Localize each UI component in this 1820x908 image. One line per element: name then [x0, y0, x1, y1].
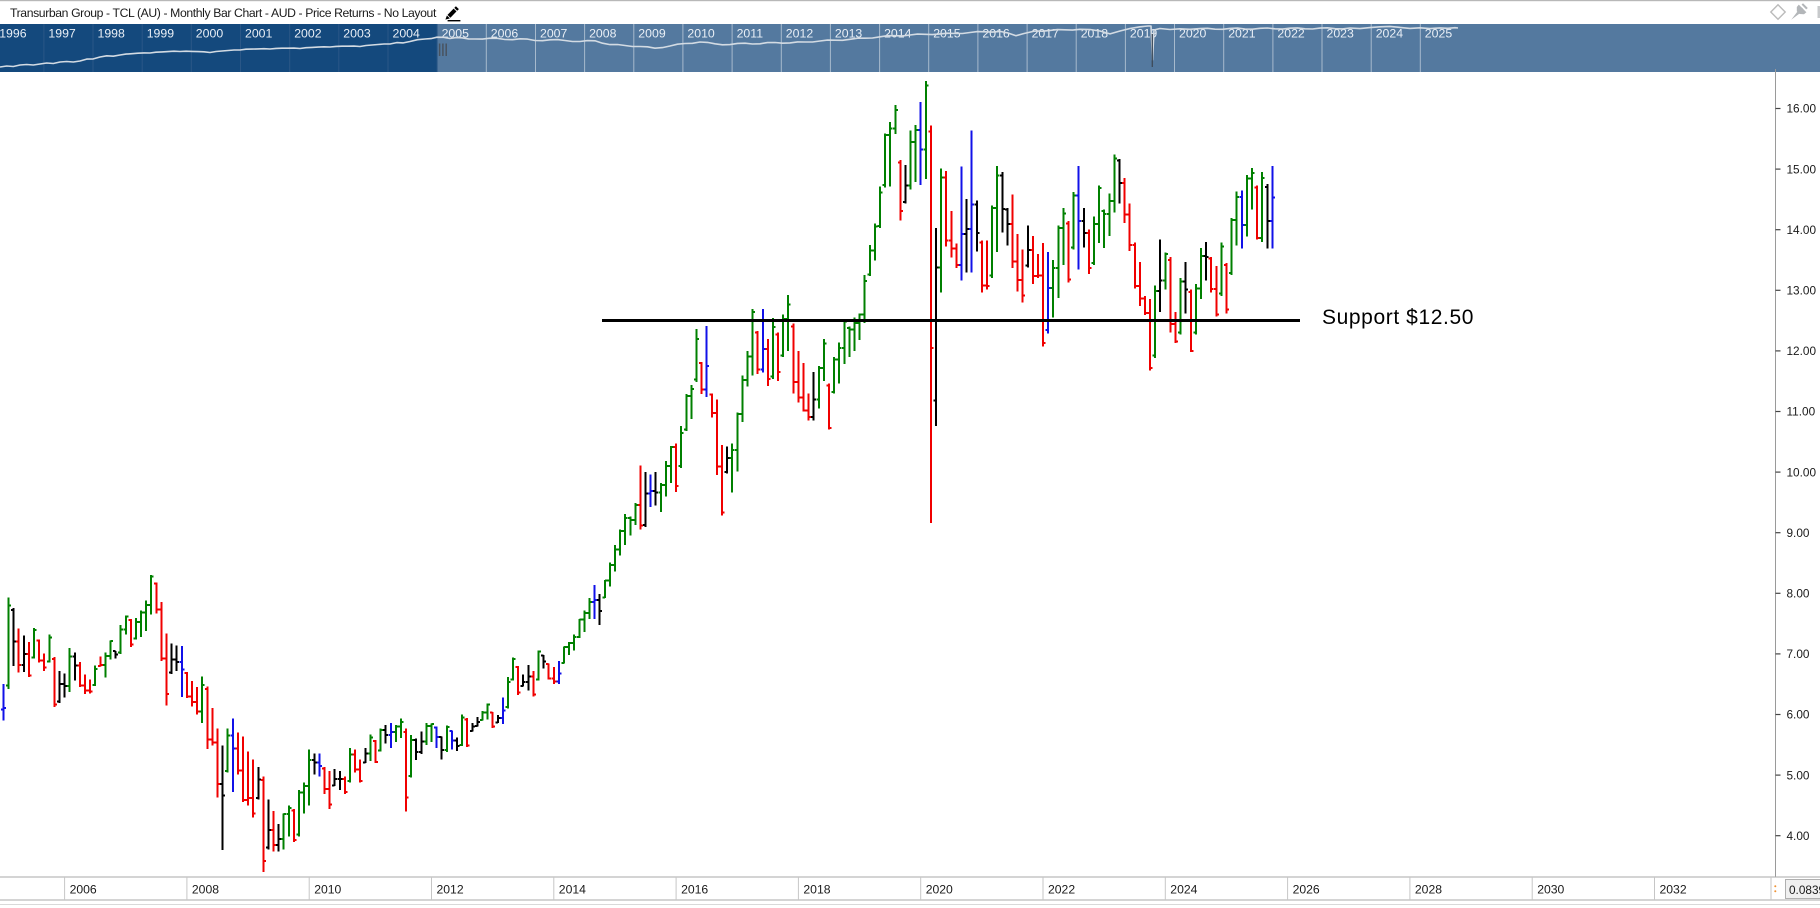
svg-text:11.00: 11.00 — [1787, 405, 1816, 419]
svg-text:2032: 2032 — [1660, 883, 1687, 897]
svg-text:9.00: 9.00 — [1787, 526, 1810, 540]
svg-text:Transurban Group - TCL (AU) -: Transurban Group - TCL (AU) - Monthly Ba… — [10, 6, 437, 20]
svg-text:2013: 2013 — [835, 27, 863, 41]
svg-text:2020: 2020 — [926, 883, 953, 897]
svg-text:2008: 2008 — [589, 27, 617, 41]
svg-text:2017: 2017 — [1032, 27, 1060, 41]
svg-text:15.00: 15.00 — [1787, 162, 1817, 176]
svg-text:2012: 2012 — [437, 883, 464, 897]
svg-text:2008: 2008 — [192, 883, 219, 897]
svg-text:2024: 2024 — [1170, 883, 1197, 897]
svg-text:13.00: 13.00 — [1787, 284, 1817, 298]
svg-text:2000: 2000 — [196, 27, 224, 41]
svg-text:1997: 1997 — [48, 27, 76, 41]
svg-text:4.00: 4.00 — [1787, 829, 1810, 843]
svg-text:2025: 2025 — [1425, 27, 1453, 41]
svg-text:14.00: 14.00 — [1787, 223, 1817, 237]
svg-text:2006: 2006 — [70, 883, 97, 897]
svg-text:16.00: 16.00 — [1787, 102, 1817, 116]
svg-text:2028: 2028 — [1415, 883, 1442, 897]
svg-text:8.00: 8.00 — [1787, 587, 1810, 601]
svg-text:2016: 2016 — [982, 27, 1010, 41]
svg-text:7.00: 7.00 — [1787, 647, 1810, 661]
svg-text:2006: 2006 — [491, 27, 519, 41]
svg-text:6.00: 6.00 — [1787, 708, 1810, 722]
svg-text:2021: 2021 — [1228, 27, 1256, 41]
svg-text:2009: 2009 — [638, 27, 666, 41]
svg-text:2024: 2024 — [1376, 27, 1404, 41]
svg-text:2003: 2003 — [343, 27, 371, 41]
svg-text:2026: 2026 — [1293, 883, 1320, 897]
svg-text:2022: 2022 — [1277, 27, 1305, 41]
svg-text:1996: 1996 — [0, 27, 27, 41]
svg-text:2020: 2020 — [1179, 27, 1207, 41]
svg-text:1998: 1998 — [98, 27, 126, 41]
svg-text:2012: 2012 — [786, 27, 814, 41]
svg-text:2001: 2001 — [245, 27, 273, 41]
svg-text:2014: 2014 — [884, 27, 912, 41]
svg-text:0.0839: 0.0839 — [1789, 883, 1820, 897]
svg-text:2011: 2011 — [737, 27, 764, 41]
svg-text:1999: 1999 — [147, 27, 175, 41]
svg-text:5.00: 5.00 — [1787, 768, 1810, 782]
svg-text:12.00: 12.00 — [1787, 344, 1817, 358]
svg-text:2002: 2002 — [294, 27, 322, 41]
svg-text:2014: 2014 — [559, 883, 586, 897]
svg-text:2030: 2030 — [1537, 883, 1564, 897]
svg-text:2016: 2016 — [681, 883, 708, 897]
svg-text:2018: 2018 — [803, 883, 830, 897]
svg-text:2022: 2022 — [1048, 883, 1075, 897]
svg-text:2023: 2023 — [1327, 27, 1355, 41]
svg-text:2007: 2007 — [540, 27, 568, 41]
svg-text:Support $12.50: Support $12.50 — [1322, 306, 1474, 329]
svg-text:2004: 2004 — [393, 27, 421, 41]
svg-text:10.00: 10.00 — [1787, 465, 1817, 479]
svg-text:2010: 2010 — [687, 27, 715, 41]
svg-text:2010: 2010 — [314, 883, 341, 897]
